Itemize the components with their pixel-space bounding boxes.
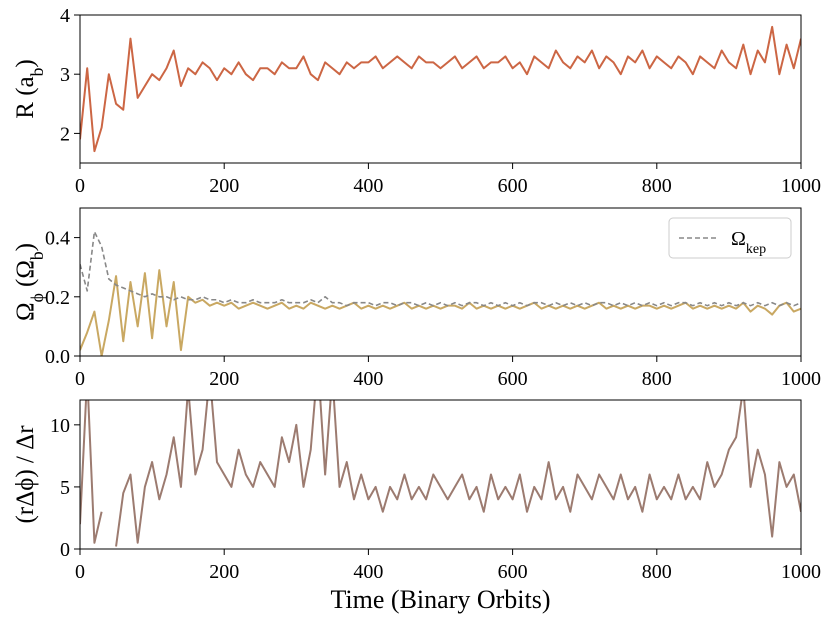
label-part: b <box>27 251 47 260</box>
y-tick-label: 0.2 <box>45 287 70 309</box>
label-part: ϕ <box>27 293 47 302</box>
legend-box <box>668 217 792 259</box>
label-part: (Ω <box>12 260 39 293</box>
y-tick-label: 0.0 <box>45 346 70 368</box>
x-tick-label: 200 <box>209 561 239 583</box>
x-tick-label: 0 <box>75 368 85 390</box>
x-tick-label: 800 <box>642 368 672 390</box>
y-tick-label: 2 <box>60 123 70 145</box>
label-part: ) <box>12 243 39 251</box>
y-tick-label: 0 <box>60 539 70 561</box>
y-tick-label: 4 <box>60 5 70 27</box>
x-tick-label: 800 <box>642 561 672 583</box>
y-axis-label: R (ab​) <box>12 59 47 118</box>
x-tick-label: 600 <box>498 175 528 197</box>
label-part: Ω <box>731 228 746 250</box>
y-axis-label: Ωϕ​ (Ωb​) <box>12 243 47 321</box>
y-tick-label: 3 <box>60 64 70 86</box>
plot-frame <box>79 399 802 550</box>
data-line <box>80 230 801 307</box>
data-line <box>80 400 801 547</box>
x-tick-label: 400 <box>353 561 383 583</box>
label-part: b <box>27 67 47 76</box>
x-axis-label: Time (Binary Orbits) <box>330 585 550 614</box>
label-part: kep <box>746 242 766 257</box>
data-line <box>80 269 801 356</box>
x-tick-label: 400 <box>353 175 383 197</box>
x-tick-label: 1000 <box>781 368 821 390</box>
x-tick-label: 200 <box>209 175 239 197</box>
x-tick-label: 0 <box>75 561 85 583</box>
label-part: (rΔϕ) / Δr <box>12 425 39 524</box>
legend-label: Ωkep​ <box>731 228 766 257</box>
y-tick-label: 10 <box>50 415 70 437</box>
x-tick-label: 1000 <box>781 175 821 197</box>
data-line <box>80 25 801 153</box>
label-part: ) <box>12 59 39 67</box>
plot-frame <box>79 207 802 357</box>
label-part: Ω <box>12 302 39 321</box>
y-axis-label: (rΔϕ) / Δr <box>12 425 39 524</box>
x-tick-label: 600 <box>498 368 528 390</box>
x-tick-label: 0 <box>75 175 85 197</box>
x-tick-label: 200 <box>209 368 239 390</box>
y-tick-label: 5 <box>60 477 70 499</box>
x-tick-label: 400 <box>353 368 383 390</box>
x-tick-label: 800 <box>642 175 672 197</box>
y-tick-label: 0.4 <box>45 228 70 250</box>
plot-frame <box>79 14 802 164</box>
label-part: R (a <box>12 76 39 118</box>
x-tick-label: 600 <box>498 561 528 583</box>
x-tick-label: 1000 <box>781 561 821 583</box>
